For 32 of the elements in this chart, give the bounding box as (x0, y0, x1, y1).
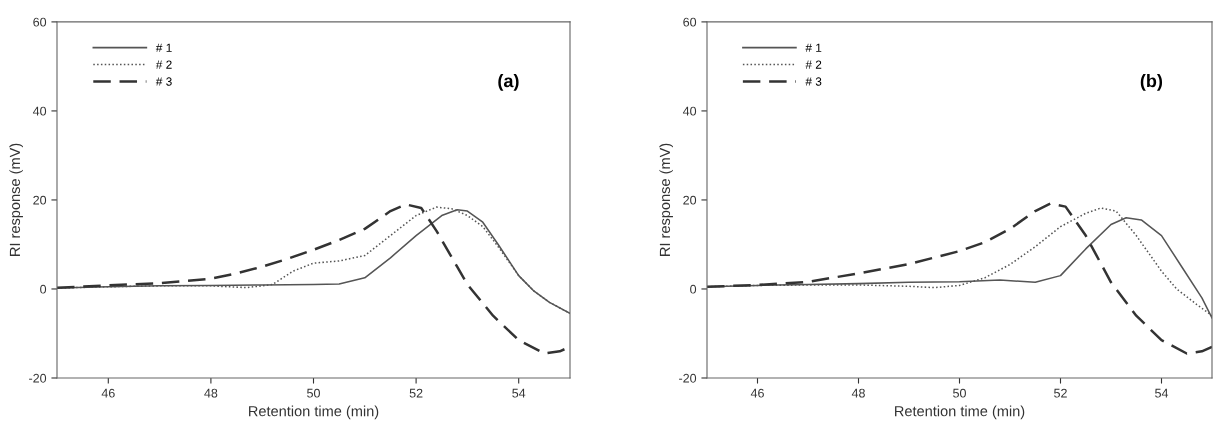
y-tick-label: -20 (29, 373, 47, 383)
legend-label: # 3 (805, 77, 822, 86)
x-tick-label: 48 (204, 388, 218, 398)
y-tick-label: -20 (679, 373, 697, 383)
y-tick-label: 60 (33, 17, 47, 27)
x-tick-label: 48 (851, 388, 865, 398)
x-axis-title: Retention time (min) (895, 405, 1025, 420)
legend-label: # 2 (155, 60, 172, 69)
x-tick-label: 52 (409, 388, 423, 398)
y-tick-label: 60 (683, 17, 697, 27)
x-tick-label: 54 (1155, 388, 1169, 398)
x-axis-title: Retention time (min) (249, 405, 379, 420)
annotation: (a) (498, 74, 519, 91)
x-tick-label: 50 (307, 388, 320, 398)
annotation: (b) (1140, 74, 1163, 91)
y-tick-label: 0 (40, 284, 47, 294)
y-tick-label: 40 (682, 106, 697, 116)
legend-label: # 2 (805, 60, 822, 69)
x-tick-label: 54 (512, 388, 526, 398)
y-tick-label: 20 (33, 195, 47, 205)
x-tick-label: 46 (750, 388, 764, 398)
y-tick-label: 0 (690, 284, 697, 294)
x-tick-label: 50 (953, 388, 966, 398)
x-tick-label: 46 (101, 388, 115, 398)
legend-label: # 1 (155, 43, 172, 52)
legend-label: # 1 (805, 43, 822, 52)
y-axis-title: RI response (mV) (9, 143, 23, 256)
y-tick-label: 20 (683, 195, 697, 205)
y-tick-label: 40 (32, 106, 47, 116)
legend-label: # 3 (155, 77, 172, 86)
y-axis-title: RI response (mV) (659, 143, 673, 256)
x-tick-label: 52 (1054, 388, 1067, 398)
